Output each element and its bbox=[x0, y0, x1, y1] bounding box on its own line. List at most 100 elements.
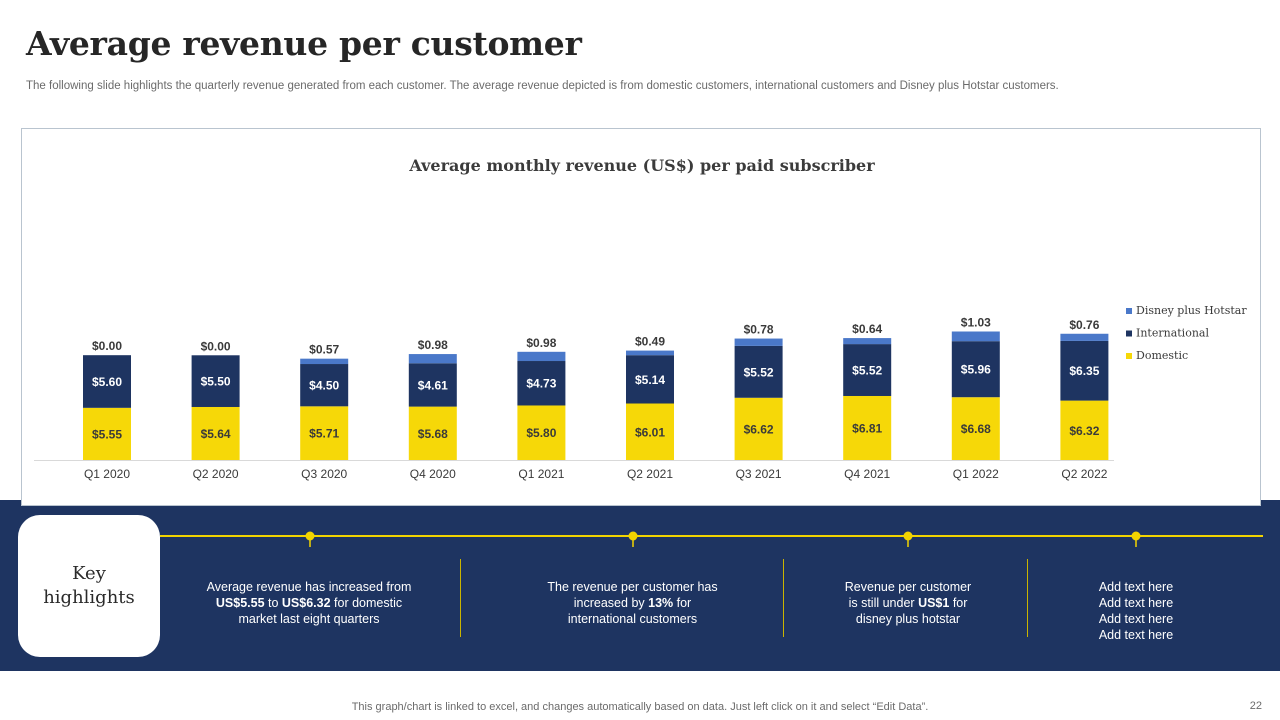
highlight-text-run: is still under bbox=[848, 596, 919, 610]
highlight-text: Average revenue has increased from US$5.5… bbox=[170, 579, 448, 627]
highlight-text: Add text here Add text here Add text here A… bbox=[1036, 579, 1236, 643]
bar-label-hotstar: $0.57 bbox=[309, 343, 339, 357]
x-tick-label: Q3 2021 bbox=[736, 467, 782, 481]
bar-domestic bbox=[191, 406, 240, 460]
slide-title: Average revenue per customer bbox=[26, 24, 582, 63]
highlight-text-run: The revenue per customer has bbox=[547, 580, 718, 594]
x-tick-label: Q4 2021 bbox=[844, 467, 890, 481]
bar-international bbox=[83, 355, 131, 408]
legend-swatch bbox=[1126, 330, 1132, 337]
bar-label-hotstar: $0.00 bbox=[201, 339, 231, 353]
bar-label-international: $5.52 bbox=[744, 365, 774, 379]
slide-subtitle: The following slide highlights the quart… bbox=[26, 80, 1059, 92]
highlight-divider bbox=[783, 559, 784, 637]
bar-hotstar bbox=[734, 338, 783, 346]
timeline-pin-icon bbox=[903, 531, 913, 547]
highlight-text-run: US$6.32 bbox=[281, 596, 331, 610]
bar-international bbox=[191, 355, 240, 407]
bar-label-international: $4.50 bbox=[309, 379, 339, 393]
bar-label-domestic: $5.64 bbox=[201, 427, 231, 441]
highlight-text-run: Revenue per customer bbox=[844, 580, 972, 594]
bar-label-hotstar: $1.03 bbox=[961, 316, 991, 330]
chart-title: Average monthly revenue (US$) per paid s… bbox=[408, 156, 875, 175]
legend-label: Domestic bbox=[1136, 349, 1188, 362]
highlight-divider bbox=[460, 559, 461, 637]
legend-swatch bbox=[1126, 308, 1132, 314]
bar-label-international: $5.52 bbox=[852, 364, 882, 378]
legend-swatch bbox=[1126, 353, 1132, 359]
bar-label-domestic: $6.81 bbox=[852, 421, 882, 435]
highlight-text-run: Add text here bbox=[1098, 628, 1174, 642]
bar-hotstar bbox=[1060, 333, 1109, 341]
bar-domestic bbox=[951, 397, 1000, 460]
highlight-text-run: to bbox=[264, 596, 282, 610]
chart-panel[interactable]: Average monthly revenue (US$) per paid s… bbox=[21, 128, 1261, 506]
bar-label-domestic: $5.71 bbox=[309, 427, 339, 441]
bar-international bbox=[626, 355, 674, 404]
bar-hotstar bbox=[300, 358, 349, 365]
highlight-text-run: US$1 bbox=[918, 596, 950, 610]
page-number: 22 bbox=[1249, 700, 1262, 712]
highlight-text-run: for domestic bbox=[330, 596, 403, 610]
bar-hotstar bbox=[626, 350, 674, 356]
footer-note: This graph/chart is linked to excel, and… bbox=[351, 701, 929, 713]
bar-label-international: $5.50 bbox=[201, 375, 231, 389]
highlight-text-run: US$5.55 bbox=[215, 596, 265, 610]
x-tick-label: Q1 2021 bbox=[518, 467, 564, 481]
bar-domestic bbox=[843, 395, 892, 460]
highlight-text-run: for bbox=[949, 596, 968, 610]
highlight-text-run: Add text here bbox=[1098, 612, 1174, 626]
timeline-pin-icon bbox=[1131, 531, 1141, 547]
bar-domestic bbox=[517, 405, 566, 460]
x-tick-label: Q2 2022 bbox=[1061, 467, 1107, 481]
bar-domestic bbox=[83, 407, 131, 460]
bar-label-hotstar: $0.78 bbox=[744, 323, 774, 337]
bar-domestic bbox=[408, 406, 457, 460]
bar-international bbox=[734, 345, 783, 398]
x-tick-label: Q1 2020 bbox=[84, 467, 130, 481]
key-highlights-box: Key highlights bbox=[18, 515, 160, 657]
highlights-band bbox=[0, 500, 1280, 671]
highlight-text: The revenue per customer has increased by… bbox=[480, 579, 785, 627]
bar-label-hotstar: $0.00 bbox=[92, 339, 122, 353]
bar-label-hotstar: $0.49 bbox=[635, 335, 665, 349]
bar-label-domestic: $5.68 bbox=[418, 427, 448, 441]
highlights-timeline bbox=[160, 535, 1263, 537]
bar-label-domestic: $6.01 bbox=[635, 425, 665, 439]
highlight-text-run: Add text here bbox=[1098, 580, 1174, 594]
bar-international bbox=[517, 361, 566, 406]
bar-label-domestic: $6.62 bbox=[744, 422, 774, 436]
highlight-divider bbox=[1027, 559, 1028, 637]
highlight-text-run: 13% bbox=[648, 596, 674, 610]
stacked-bar-chart[interactable]: Average monthly revenue (US$) per paid s… bbox=[22, 129, 1262, 507]
bar-label-domestic: $5.80 bbox=[526, 426, 556, 440]
timeline-pin-icon bbox=[628, 531, 638, 547]
bar-label-domestic: $5.55 bbox=[92, 427, 122, 441]
bar-label-international: $4.61 bbox=[418, 378, 448, 392]
highlight-text-run: international customers bbox=[567, 612, 698, 626]
bar-hotstar bbox=[517, 351, 566, 362]
bar-domestic bbox=[300, 406, 349, 460]
highlight-text-run: Average revenue has increased from bbox=[206, 580, 412, 594]
bar-international bbox=[1060, 340, 1109, 401]
bar-label-international: $5.96 bbox=[961, 363, 991, 377]
bar-label-international: $5.60 bbox=[92, 375, 122, 389]
bar-label-domestic: $6.68 bbox=[961, 422, 991, 436]
legend-label: Disney plus Hotstar bbox=[1136, 304, 1247, 317]
bar-label-international: $5.14 bbox=[635, 373, 665, 387]
bar-hotstar bbox=[408, 354, 457, 364]
highlight-text-run: Add text here bbox=[1098, 596, 1174, 610]
highlight-text-run: increased by bbox=[573, 596, 649, 610]
bar-label-hotstar: $0.76 bbox=[1069, 318, 1099, 332]
key-highlights-heading: Key highlights bbox=[43, 562, 135, 608]
highlight-text-run: for bbox=[673, 596, 692, 610]
timeline-pin-icon bbox=[305, 531, 315, 547]
bar-label-hotstar: $0.98 bbox=[418, 338, 448, 352]
x-tick-label: Q1 2022 bbox=[953, 467, 999, 481]
x-tick-label: Q2 2021 bbox=[627, 467, 673, 481]
highlight-text-run: market last eight quarters bbox=[238, 612, 380, 626]
bar-international bbox=[300, 364, 349, 407]
bar-domestic bbox=[626, 403, 674, 460]
bar-international bbox=[408, 363, 457, 407]
highlight-text: Revenue per customer is still under US$1 … bbox=[794, 579, 1022, 627]
